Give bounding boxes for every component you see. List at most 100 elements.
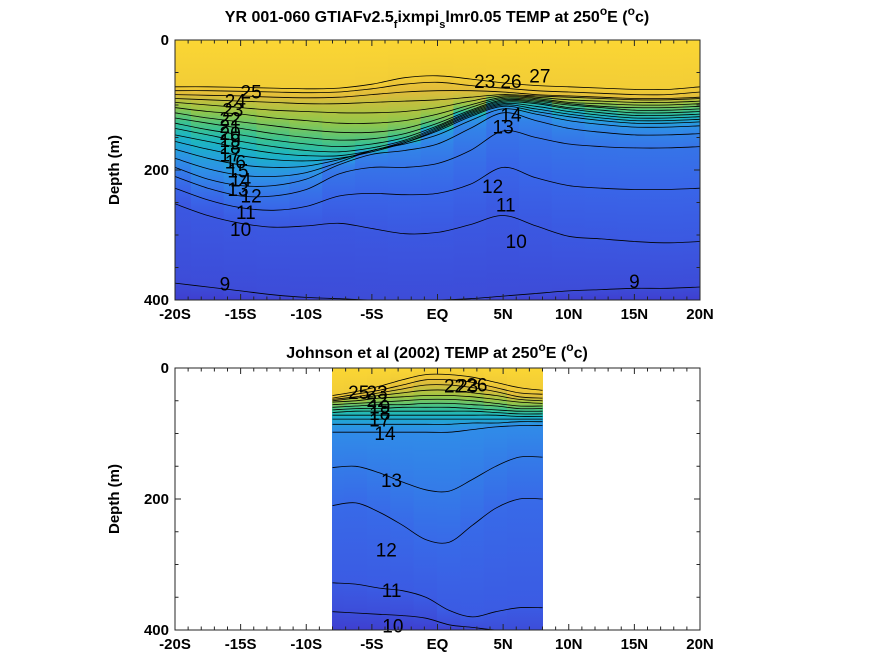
panel-bottom-contour-26 bbox=[332, 373, 543, 396]
panel-top-contour-11 bbox=[174, 166, 701, 211]
panel-top-contour-13 bbox=[174, 112, 701, 187]
panel-top-contour-label: 22 bbox=[220, 110, 241, 131]
panel-bottom-contour-18 bbox=[332, 410, 543, 415]
panel-bottom-contour-label: 26 bbox=[466, 375, 487, 396]
panel-top-field-column bbox=[683, 40, 701, 300]
panel-top: YR 001-060 GTIAFv2.5fixmpislmr0.05 TEMP … bbox=[106, 4, 714, 323]
panel-bottom-contour-21 bbox=[332, 398, 543, 407]
panel-bottom-field-column bbox=[437, 368, 462, 630]
panel-bottom-x-tick-label: 5N bbox=[494, 636, 513, 653]
panel-top-field-column bbox=[453, 40, 488, 300]
panel-top-contour-21 bbox=[174, 97, 701, 134]
panel-top-y-tick-label: 200 bbox=[144, 162, 169, 179]
panel-bottom-field-column bbox=[332, 368, 345, 630]
panel-top-contour-label: 13 bbox=[493, 117, 514, 138]
panel-top-ylabel: Depth (m) bbox=[106, 135, 123, 205]
panel-top-contour-label: 24 bbox=[225, 91, 247, 112]
panel-top-contour-16 bbox=[174, 104, 701, 162]
panel-bottom-x-tick-label: -20S bbox=[159, 636, 191, 653]
panel-bottom-contour-19 bbox=[332, 406, 543, 412]
panel-bottom-contour-label: 19 bbox=[369, 398, 390, 419]
panel-bottom-field-column bbox=[343, 368, 368, 630]
panel-bottom-ylabel: Depth (m) bbox=[106, 464, 123, 534]
panel-bottom-contour-label: 13 bbox=[381, 471, 402, 492]
panel-top-field-column bbox=[551, 40, 586, 300]
panel-top-contour-label: 18 bbox=[220, 138, 241, 159]
panel-top-x-tick-label: -5S bbox=[360, 306, 383, 323]
panel-bottom-x-tick-label: -15S bbox=[225, 636, 257, 653]
panel-bottom-contour-label: 17 bbox=[369, 411, 390, 432]
panel-bottom-x-tick-label: -5S bbox=[360, 636, 383, 653]
panel-top-contour-label: 15 bbox=[227, 162, 248, 183]
panel-bottom-contour-label: 18 bbox=[369, 404, 390, 425]
panel-top-x-tick-label: -20S bbox=[159, 306, 191, 323]
panel-top-field-column bbox=[190, 40, 225, 300]
panel-bottom-x-tick-label: 10N bbox=[555, 636, 583, 653]
panel-bottom: Johnson et al (2002) TEMP at 250oE (oc) … bbox=[106, 340, 714, 653]
panel-top-y-tick-label: 0 bbox=[161, 32, 169, 49]
panel-bottom-contour-20 bbox=[332, 402, 543, 410]
panel-bottom-contour-label: 22 bbox=[367, 391, 388, 412]
panel-top-title: YR 001-060 GTIAFv2.5fixmpislmr0.05 TEMP … bbox=[225, 4, 649, 31]
panel-bottom-axes: -20S -15S -10S -5S EQ 5N 10N 15N 20N 0 200 400 bbox=[144, 360, 714, 653]
panel-top-field-column bbox=[420, 40, 455, 300]
panel-top-contour-label: 16 bbox=[225, 153, 246, 174]
panel-top-field-column bbox=[387, 40, 422, 300]
panel-top-contour-label: 23 bbox=[474, 72, 495, 93]
panel-bottom-x-tick-label: EQ bbox=[427, 636, 449, 653]
panel-top-contour-label: 11 bbox=[236, 203, 256, 224]
panel-top-contour-label: 10 bbox=[506, 232, 527, 253]
panel-bottom-contour-label: 23 bbox=[367, 383, 388, 404]
panel-top-contour-label: 12 bbox=[482, 177, 503, 198]
panel-top-contour-17 bbox=[174, 102, 701, 157]
panel-bottom-title: Johnson et al (2002) TEMP at 250oE (oc) bbox=[286, 340, 588, 362]
panel-bottom-field-column bbox=[413, 368, 438, 630]
panel-bottom-x-tick-label: -10S bbox=[290, 636, 322, 653]
panel-top-field-column bbox=[174, 40, 192, 300]
panel-top-contour-label: 11 bbox=[496, 195, 516, 216]
panel-top-x-tick-label: -10S bbox=[290, 306, 322, 323]
panel-top-contour-label: 27 bbox=[529, 67, 550, 88]
panel-top-contour-14 bbox=[174, 108, 701, 178]
panel-top-contour-label: 13 bbox=[227, 180, 248, 201]
panel-top-field-column bbox=[617, 40, 652, 300]
panel-bottom-y-tick-label: 0 bbox=[161, 360, 169, 377]
panel-bottom-field-column bbox=[460, 368, 485, 630]
panel-bottom-contour-22 bbox=[332, 394, 543, 404]
panel-top-contours bbox=[174, 75, 701, 301]
panel-top-contour-24 bbox=[174, 94, 701, 105]
panel-top-field-column bbox=[650, 40, 685, 300]
panel-top-contour-label: 23 bbox=[222, 101, 243, 122]
panel-top-contour-label: 19 bbox=[220, 131, 241, 152]
panel-bottom-x-tick-label: 20N bbox=[686, 636, 714, 653]
panel-top-x-tick-label: 15N bbox=[621, 306, 649, 323]
panel-bottom-x-tick-label: 15N bbox=[621, 636, 649, 653]
panel-top-contour-19 bbox=[174, 100, 701, 148]
panel-top-contour-label: 17 bbox=[220, 145, 241, 166]
panel-bottom-field-column bbox=[390, 368, 415, 630]
panel-top-x-tick-label: 10N bbox=[555, 306, 583, 323]
panel-top-contour-18 bbox=[174, 101, 701, 153]
panel-top-contour-26 bbox=[174, 81, 701, 96]
panel-top-field-column bbox=[354, 40, 389, 300]
panel-top-contour-label: 9 bbox=[220, 275, 231, 296]
panel-top-contour-label: 20 bbox=[220, 124, 241, 145]
panel-top-contour-label: 9 bbox=[629, 272, 640, 293]
panel-top-contour-label: 10 bbox=[230, 220, 251, 241]
panel-bottom-contour-17 bbox=[332, 414, 543, 417]
panel-top-field bbox=[174, 40, 701, 300]
panel-top-axes: -20S -15S -10S -5S EQ 5N 10N 15N 20N 0 200 400 bbox=[144, 32, 714, 323]
panel-top-contour-12 bbox=[174, 130, 701, 198]
panel-top-contour-27 bbox=[174, 75, 701, 91]
panel-top-y-tick-label: 400 bbox=[144, 292, 169, 309]
panel-bottom-contour-23 bbox=[332, 389, 543, 402]
panel-bottom-contour-11 bbox=[332, 582, 543, 618]
panel-top-contour-label: 14 bbox=[500, 106, 522, 127]
panel-bottom-contour-label: 25 bbox=[348, 383, 369, 404]
panel-top-field-column bbox=[584, 40, 619, 300]
panel-top-field-column bbox=[256, 40, 291, 300]
panel-top-contour-label: 12 bbox=[241, 186, 262, 207]
panel-bottom-contour-label: 10 bbox=[382, 616, 403, 637]
